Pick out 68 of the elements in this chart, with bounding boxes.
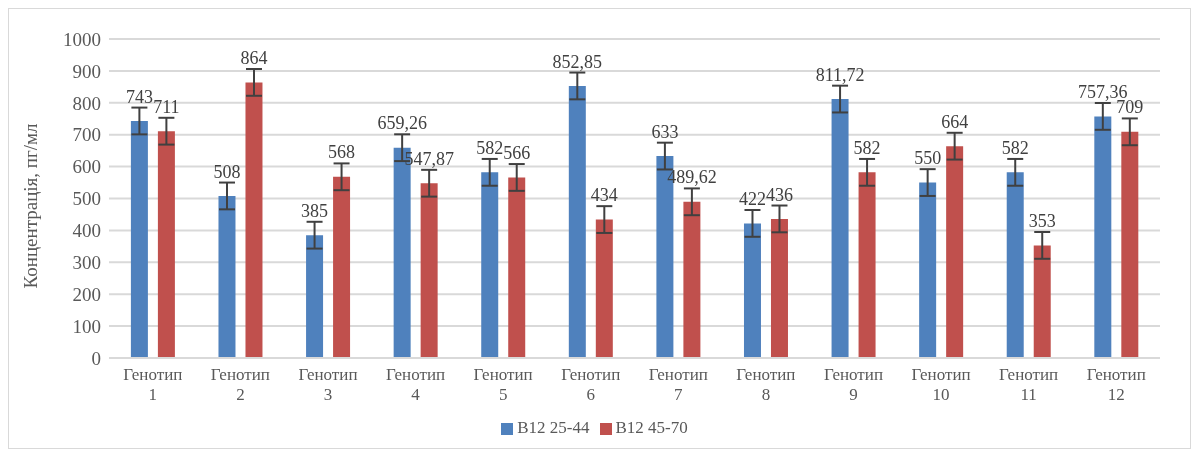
bar <box>595 219 613 358</box>
y-tick-label: 800 <box>72 92 101 114</box>
y-tick-label: 300 <box>72 252 101 274</box>
data-label: 568 <box>328 142 356 163</box>
data-label: 582 <box>476 137 504 158</box>
y-tick-label: 200 <box>72 283 101 305</box>
bar <box>481 172 499 358</box>
data-label: 852,85 <box>552 51 603 72</box>
x-tick-label: Генотип 6 <box>561 365 621 404</box>
data-label: 811,72 <box>815 64 865 85</box>
y-tick-label: 1000 <box>63 28 101 50</box>
data-label: 743 <box>125 86 153 107</box>
bar <box>946 146 964 358</box>
data-label: 434 <box>590 185 618 206</box>
bar <box>568 85 586 358</box>
data-label: 633 <box>651 121 679 142</box>
data-label: 508 <box>213 161 241 182</box>
bar <box>333 176 351 358</box>
bar <box>306 235 324 358</box>
data-label: 385 <box>301 200 329 221</box>
x-tick-label: Генотип 5 <box>473 365 533 404</box>
x-tick-label: Генотип 12 <box>1086 365 1146 404</box>
data-label: 864 <box>240 47 268 68</box>
bar <box>157 131 175 358</box>
bar <box>858 172 876 358</box>
bar <box>420 183 438 358</box>
data-label: 422 <box>738 188 766 209</box>
y-tick-label: 700 <box>72 124 101 146</box>
bar <box>245 82 263 358</box>
x-tick-label: Генотип 2 <box>210 365 270 404</box>
data-label: 659,26 <box>377 113 427 134</box>
bar <box>1006 172 1024 358</box>
y-axis-title: Концентрація, пг/мл <box>19 122 41 289</box>
bar <box>770 218 788 358</box>
bar <box>919 182 937 358</box>
x-tick-label: Генотип 1 <box>123 365 183 404</box>
bar <box>743 223 761 358</box>
data-label: 550 <box>914 148 942 169</box>
bar <box>831 99 849 358</box>
y-tick-label: 900 <box>72 60 101 82</box>
x-tick-label: Генотип 10 <box>911 365 971 404</box>
y-tick-label: 500 <box>72 188 101 210</box>
bar <box>1033 245 1051 358</box>
x-tick-label: Генотип 3 <box>298 365 358 404</box>
data-label: 353 <box>1028 210 1056 231</box>
data-label: 582 <box>1001 137 1029 158</box>
y-tick-label: 600 <box>72 156 101 178</box>
data-label: 711 <box>153 96 180 117</box>
bar <box>130 120 148 358</box>
data-label: 664 <box>941 111 969 132</box>
y-tick-label: 100 <box>72 315 101 337</box>
bar <box>1094 116 1112 358</box>
legend-label: B12 45-70 <box>615 418 688 437</box>
bar <box>508 177 526 358</box>
x-tick-label: Генотип 9 <box>823 365 883 404</box>
y-tick-label: 0 <box>91 347 101 369</box>
legend-label: B12 25-44 <box>517 418 590 437</box>
x-tick-label: Генотип 4 <box>386 365 446 404</box>
data-label: 436 <box>765 184 793 205</box>
bar <box>218 195 236 358</box>
x-tick-label: Генотип 7 <box>648 365 708 404</box>
bar <box>1121 131 1139 358</box>
y-tick-label: 400 <box>72 220 101 242</box>
data-label: 566 <box>503 143 531 164</box>
bar <box>683 201 701 358</box>
x-tick-label: Генотип 11 <box>999 365 1059 404</box>
data-label: 582 <box>853 137 881 158</box>
x-tick-label: Генотип 8 <box>736 365 796 404</box>
